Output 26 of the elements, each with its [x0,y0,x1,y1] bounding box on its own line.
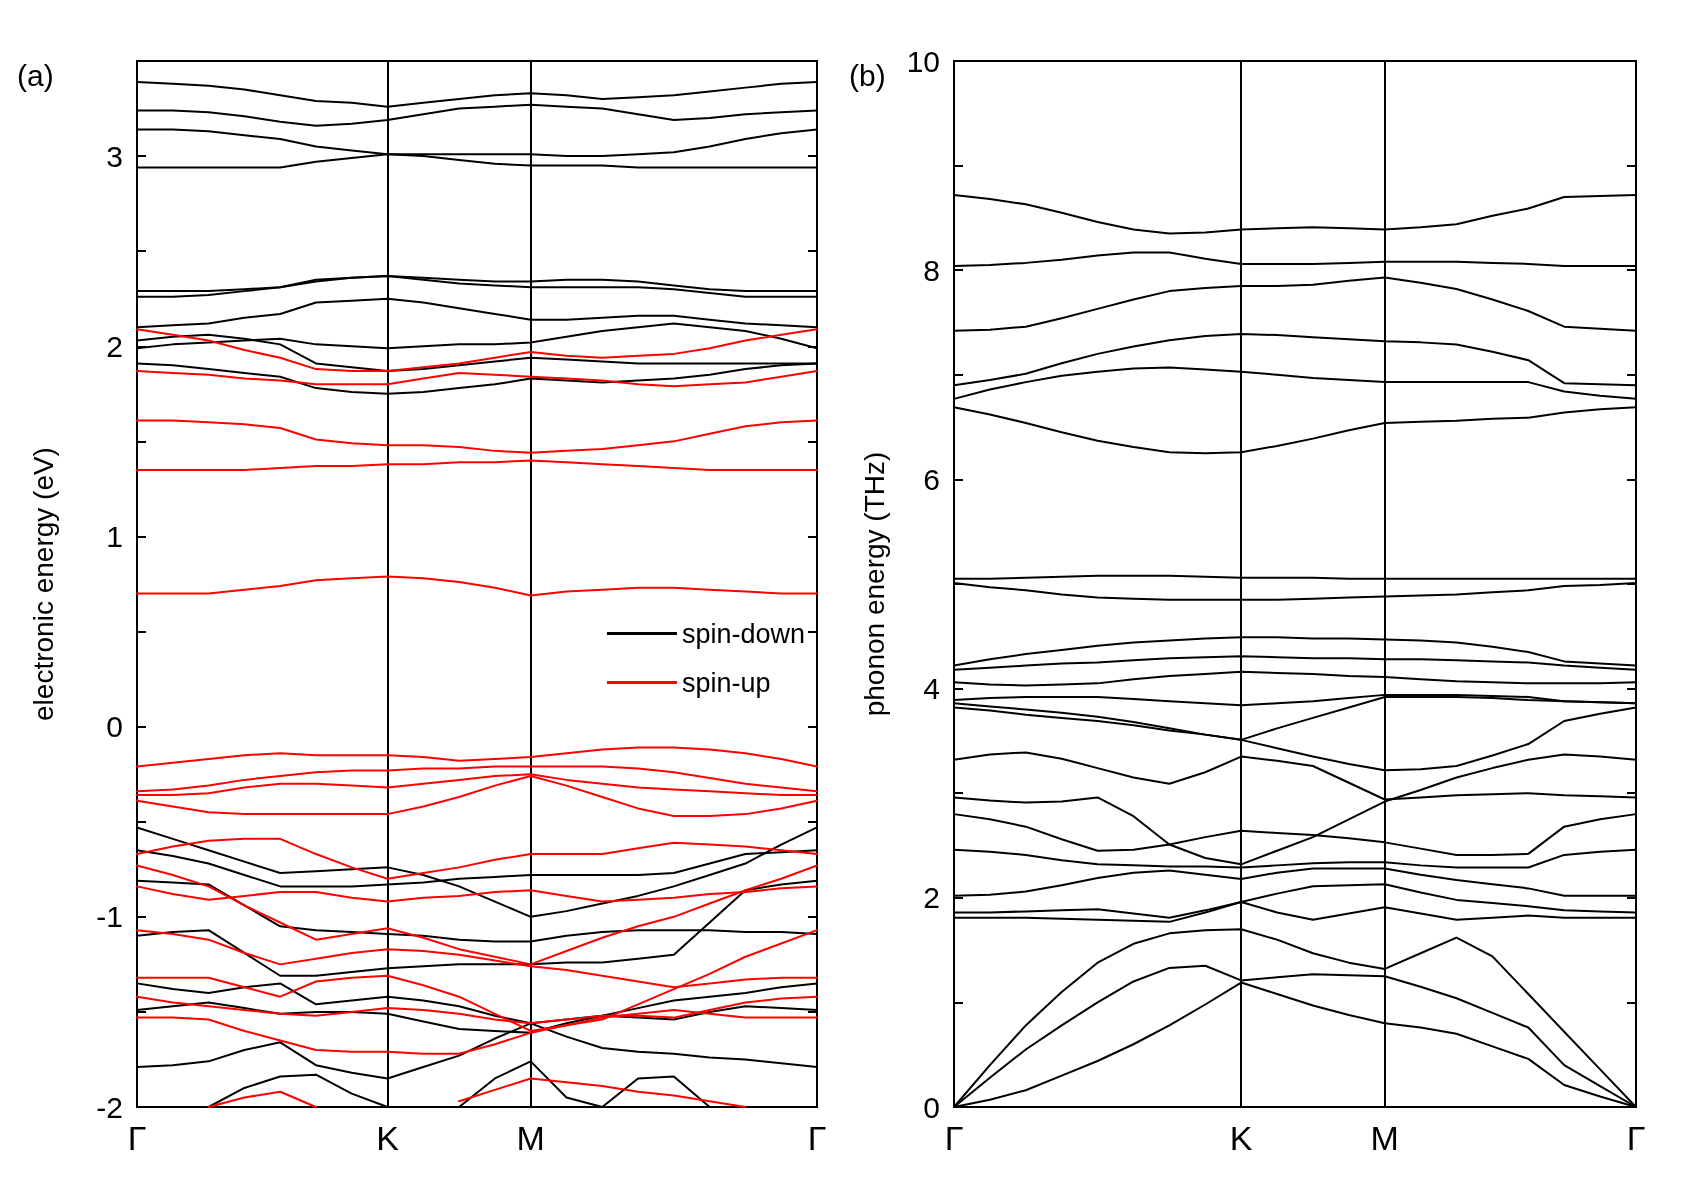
y-tick-label: -2 [96,1090,123,1124]
chart-title: (b) [849,58,886,92]
y-tick-label: 4 [923,672,940,706]
y-tick-label: 10 [906,44,940,78]
x-tick-label: Γ [127,1119,147,1157]
x-tick-label: Γ [944,1119,964,1157]
chart-title: (a) [17,58,54,92]
y-tick-label: 3 [106,139,123,173]
y-tick-label: 1 [106,519,123,553]
legend-label: spin-down [681,618,806,649]
x-tick-label: Γ [1626,1119,1646,1157]
y-axis-title: electronic energy (eV) [27,447,59,721]
x-tick-label: K [1229,1119,1253,1157]
legend-label: spin-up [681,667,771,698]
y-axis-title: phonon energy (THz) [858,451,890,717]
x-tick-label: M [516,1119,545,1157]
x-tick-label: Γ [807,1119,827,1157]
y-tick-label: 6 [923,462,940,496]
x-tick-label: M [1370,1119,1399,1157]
y-tick-label: -1 [96,900,123,934]
y-tick-label: 8 [923,253,940,287]
x-tick-label: K [376,1119,400,1157]
y-tick-label: 0 [923,1090,940,1124]
y-tick-label: 2 [106,329,123,363]
y-tick-label: 0 [106,710,123,744]
y-tick-label: 2 [923,881,940,915]
